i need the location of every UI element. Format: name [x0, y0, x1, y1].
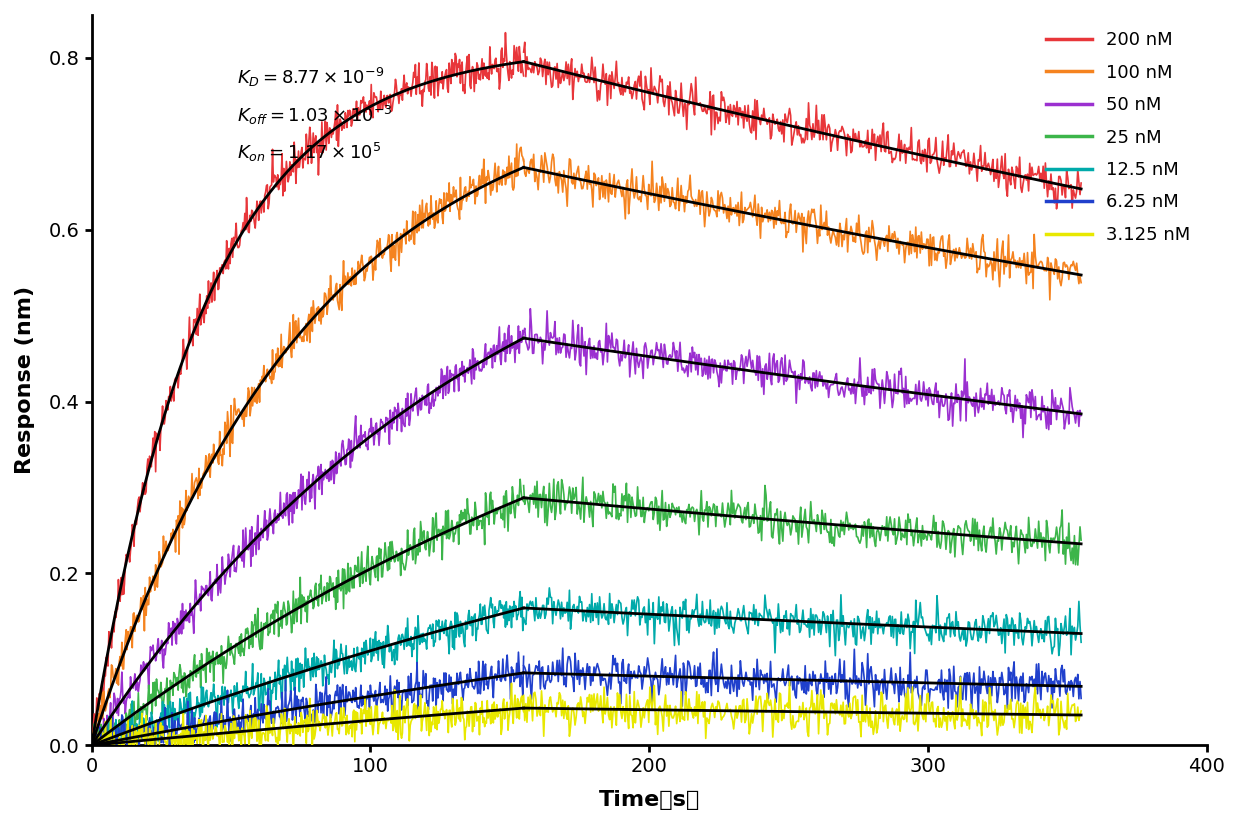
Text: $K_D=8.77\times10^{-9}$
$K_{off}=1.03\times10^{-3}$
$K_{on}=1.17\times10^{5}$: $K_D=8.77\times10^{-9}$ $K_{off}=1.03\ti… [237, 66, 392, 164]
Legend: 200 nM, 100 nM, 50 nM, 25 nM, 12.5 nM, 6.25 nM, 3.125 nM: 200 nM, 100 nM, 50 nM, 25 nM, 12.5 nM, 6… [1039, 24, 1198, 251]
Y-axis label: Response (nm): Response (nm) [15, 286, 35, 474]
X-axis label: Time（s）: Time（s） [599, 790, 699, 810]
